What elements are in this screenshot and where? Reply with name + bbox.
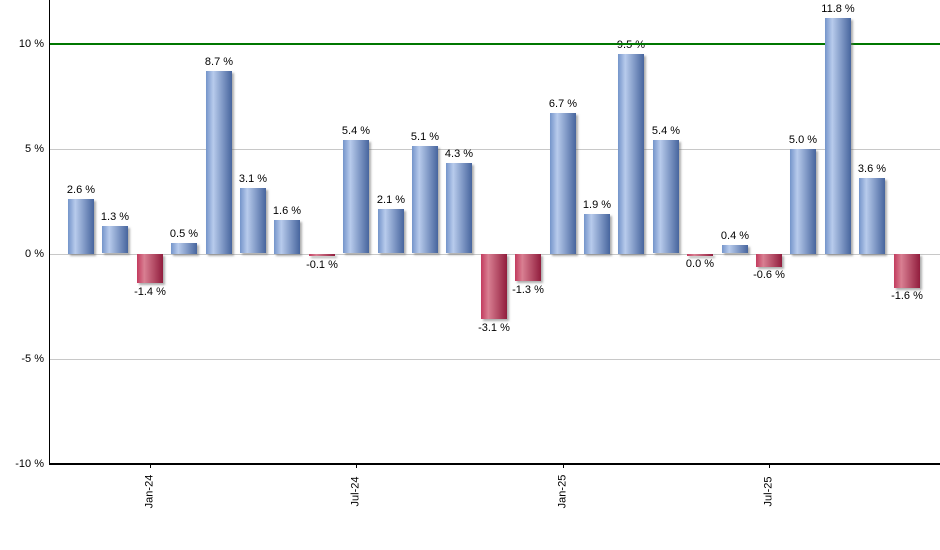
bar-value-label: 11.8 % (821, 3, 855, 15)
negative-return-bar (894, 254, 920, 288)
x-axis-tick-label: Jul-25 (762, 476, 775, 507)
positive-return-bar (240, 188, 266, 253)
bar-value-label: 8.7 % (204, 56, 234, 68)
y-axis-tick-label: 5 % (25, 143, 44, 155)
negative-return-bar (756, 254, 782, 267)
bar-value-label: 0.0 % (685, 258, 715, 270)
bar-value-label: -1.3 % (512, 284, 544, 296)
y-axis-tick-label: 10 % (18, 38, 44, 50)
positive-return-bar (790, 149, 816, 254)
y-axis-tick-label: -5 % (21, 353, 44, 365)
negative-return-bar (515, 254, 541, 281)
positive-return-bar (102, 226, 128, 253)
x-axis-tick-label: Jul-24 (349, 476, 362, 507)
positive-return-bar (343, 140, 369, 253)
bar-value-label: -1.6 % (891, 290, 923, 302)
x-axis-tick (769, 463, 770, 468)
x-axis-tick-label: Jan-25 (556, 474, 569, 509)
y-axis (49, 0, 50, 465)
negative-return-bar (137, 254, 163, 283)
bar-value-label: 1.6 % (272, 205, 302, 217)
negative-return-bar (481, 254, 507, 319)
x-axis-tick-label: Jan-24 (143, 474, 156, 509)
negative-return-bar (687, 254, 713, 256)
positive-return-bar (68, 199, 94, 254)
bar-value-label: -3.1 % (478, 322, 510, 334)
bar-value-label: 4.3 % (444, 148, 474, 160)
x-axis-tick (356, 463, 357, 468)
bar-value-label: 3.1 % (238, 173, 268, 185)
bar-value-label: 5.4 % (651, 125, 681, 137)
positive-return-bar (274, 220, 300, 254)
x-axis-tick (150, 463, 151, 468)
y-axis-tick-label: 0 % (25, 248, 44, 260)
bar-value-label: 5.1 % (410, 131, 440, 143)
bar-value-label: -0.1 % (306, 259, 338, 271)
gridline--5pct (49, 359, 940, 360)
positive-return-bar (550, 113, 576, 254)
positive-return-bar (618, 54, 644, 254)
x-axis-tick (563, 463, 564, 468)
positive-return-bar (171, 243, 197, 254)
reference-line-10pct (49, 43, 940, 45)
positive-return-bar (378, 209, 404, 253)
bar-value-label: 2.1 % (376, 194, 406, 206)
bar-value-label: 9.5 % (616, 39, 646, 51)
positive-return-bar (722, 245, 748, 253)
bar-value-label: 0.4 % (720, 230, 750, 242)
positive-return-bar (859, 178, 885, 254)
bar-value-label: 3.6 % (857, 163, 887, 175)
negative-return-bar (309, 254, 335, 256)
bar-value-label: 2.6 % (66, 184, 96, 196)
positive-return-bar (412, 146, 438, 253)
bar-value-label: -1.4 % (134, 286, 166, 298)
bar-value-label: 6.7 % (548, 98, 578, 110)
bar-value-label: 0.5 % (169, 228, 199, 240)
bar-value-label: 5.4 % (341, 125, 371, 137)
positive-return-bar (653, 140, 679, 253)
y-axis-tick-label: -10 % (15, 458, 44, 470)
bar-value-label: -0.6 % (753, 269, 785, 281)
positive-return-bar (206, 71, 232, 254)
positive-return-bar (446, 163, 472, 253)
x-axis (49, 463, 940, 465)
positive-return-bar (584, 214, 610, 254)
bar-value-label: 1.9 % (582, 199, 612, 211)
bar-value-label: 5.0 % (788, 134, 818, 146)
gridline-5pct (49, 149, 940, 150)
positive-return-bar (825, 18, 851, 254)
bar-value-label: 1.3 % (100, 211, 130, 223)
